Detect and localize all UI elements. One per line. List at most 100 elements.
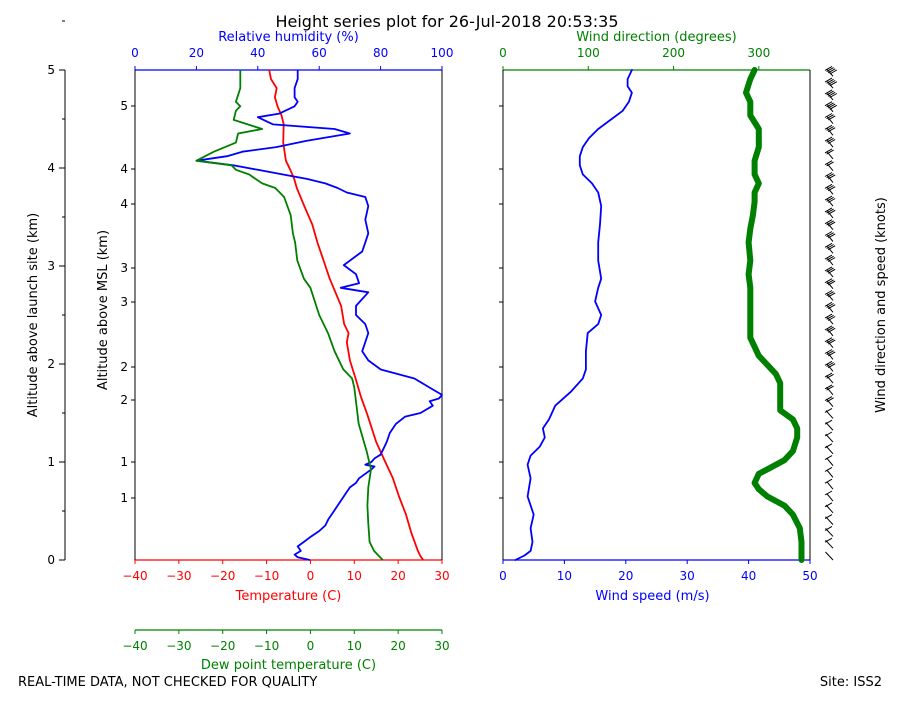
wind-barb-feather — [826, 232, 834, 238]
wind-barb-feather — [824, 514, 833, 520]
wind-barb-feather — [827, 339, 836, 345]
wind-barb-feather — [826, 161, 834, 167]
wind-barb-feather — [827, 91, 836, 97]
wind-barb-feather — [827, 268, 836, 274]
wind-barb-feather — [827, 327, 836, 333]
dewpoint-tick-label: −20 — [210, 639, 235, 653]
wind-barb-feather — [826, 114, 834, 120]
wind-barb-feather — [827, 139, 836, 144]
wind-barb-feather — [824, 337, 833, 343]
temperature-series-line — [268, 69, 424, 561]
wind-barb-shaft — [826, 398, 834, 407]
wind_speed-series-line — [514, 69, 633, 561]
humidity-tick-label: 0 — [131, 46, 139, 60]
wind-barb-shaft — [825, 551, 834, 561]
wind-barb-shaft — [826, 470, 834, 478]
wind-barb-shaft — [826, 375, 834, 384]
wind-barb-feather — [827, 127, 836, 133]
dewpoint-tick-label: 30 — [434, 639, 449, 653]
wind-barb-feather — [824, 278, 833, 284]
wind-barb-feather — [827, 174, 836, 180]
wind-barb-feather — [824, 537, 833, 543]
wind-barb-feather — [826, 397, 834, 403]
wind-speed-tick-label: 10 — [557, 569, 572, 583]
wind-barb-feather — [827, 351, 836, 357]
wind-barb-shaft — [825, 504, 834, 514]
msl-altitude-tick-label: 4 — [120, 162, 128, 176]
wind-direction-axis-label: Wind direction (degrees) — [576, 30, 736, 45]
wind-barb-shaft — [826, 386, 834, 396]
msl-altitude-tick-label: 2 — [120, 360, 128, 374]
wind-barb-feather — [826, 291, 834, 297]
wind-direction-tick-label: 0 — [499, 46, 507, 60]
launch-altitude-tick-label: 2 — [47, 357, 55, 371]
msl-altitude-tick-label: 1 — [120, 491, 128, 505]
temperature-axis-label: Temperature (C) — [235, 589, 342, 604]
wind-barb-shaft — [826, 481, 834, 490]
temperature-tick-label: 20 — [391, 569, 406, 583]
humidity-axis-label: Relative humidity (%) — [218, 30, 359, 45]
wind-barb-feather — [829, 104, 838, 110]
wind-barb-shaft — [825, 445, 834, 455]
wind-barb-feather — [824, 77, 833, 83]
wind-barb-feather — [826, 350, 834, 356]
wind-barb-feather — [826, 185, 834, 190]
wind-barb-feather — [826, 102, 834, 108]
wind-speed-tick-label: 30 — [680, 569, 695, 583]
wind-barb-feather — [826, 173, 834, 179]
wind-direction-tick-label: 100 — [577, 46, 600, 60]
wind-barb-shaft — [825, 410, 834, 419]
wind-barb-feather — [824, 349, 833, 354]
wind-barb-feather — [824, 372, 833, 378]
wind-barb-feather — [824, 266, 833, 272]
wind-barb-feather — [827, 257, 836, 262]
wind-barb-feather — [824, 219, 833, 225]
temperature-tick-label: 30 — [434, 569, 449, 583]
launch-altitude-tick-label: 0 — [47, 553, 55, 567]
wind-barb-feather — [824, 207, 833, 213]
wind-barb-feather — [824, 431, 833, 437]
wind-speed-tick-label: 0 — [499, 569, 507, 583]
wind-barb-feather — [826, 208, 834, 214]
temperature-tick-label: 10 — [347, 569, 362, 583]
humidity-series-line — [195, 70, 443, 561]
wind-barb-feather — [827, 245, 836, 251]
wind-barb-feather — [827, 198, 836, 203]
wind-barb-feather — [824, 160, 833, 166]
wind-barb-feather — [826, 196, 834, 202]
wind-barb-feather — [826, 78, 834, 84]
wind-barb-feather — [824, 89, 833, 95]
wind_direction-series-line — [743, 67, 805, 563]
wind-barb-feather — [824, 195, 833, 201]
wind-barb-feather — [826, 149, 834, 155]
launch-altitude-tick-label: 5 — [47, 63, 55, 77]
wind-barb-feather — [826, 67, 834, 73]
wind-speed-tick-label: 20 — [618, 569, 633, 583]
wind-barb-shaft — [826, 457, 834, 466]
launch-altitude-axis-label: Altitude above launch site (km) — [26, 213, 41, 417]
wind-barb-feather — [827, 186, 836, 192]
wind-barb-feather — [824, 313, 833, 319]
wind-barb-feather — [824, 148, 833, 154]
wind-panel: 0 10 20 30 40 50 Wind speed (m/s) 0 100 200 300 Win… — [499, 30, 818, 604]
wind-barb-feather — [826, 90, 834, 96]
wind-barb-feather — [824, 231, 833, 236]
humidity-tick-label: 60 — [312, 46, 327, 60]
wind-barb-shaft — [826, 363, 834, 372]
wind-barb-feather — [824, 455, 833, 461]
wind-barb-feather — [827, 292, 836, 298]
page-title: Height series plot for 26-Jul-2018 20:53… — [275, 12, 618, 31]
wind-barb-feather — [824, 290, 833, 295]
dewpoint-tick-label: 0 — [307, 639, 315, 653]
wind-barb-feather — [824, 419, 833, 425]
wind-barb-shaft — [826, 493, 834, 502]
launch-altitude-tick-label: 4 — [47, 161, 55, 175]
dewpoint-tick-label: −30 — [166, 639, 191, 653]
wind-barb-feather — [824, 478, 833, 484]
wind-barb-feather — [827, 280, 836, 286]
wind-barb-feather — [826, 255, 834, 261]
dewpoint-series-line — [195, 70, 384, 561]
wind-barb-feather — [829, 93, 838, 98]
temperature-tick-label: −40 — [122, 569, 147, 583]
